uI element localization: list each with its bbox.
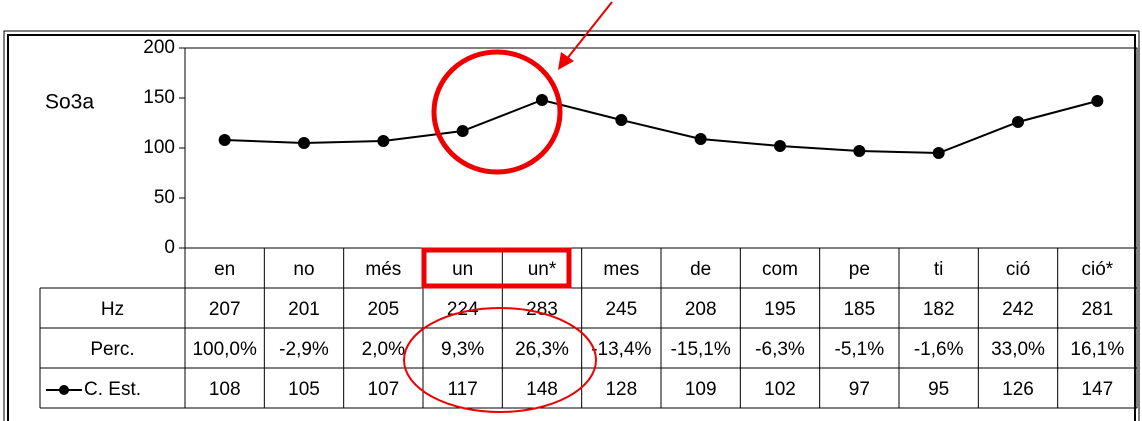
- arrow: [565, 1, 613, 61]
- table-cell: 95: [928, 379, 949, 400]
- y-tick-label: 100: [143, 137, 175, 158]
- row-header: Perc.: [90, 339, 134, 360]
- table-cell: -1,6%: [914, 339, 964, 360]
- y-axis-label: So3a: [45, 91, 94, 114]
- y-tick-label: 0: [164, 237, 175, 258]
- point: [694, 133, 707, 145]
- table-cell: 201: [288, 299, 320, 320]
- table-cell: 128: [605, 379, 637, 400]
- x-tick-label: com: [762, 259, 798, 280]
- point: [1091, 95, 1104, 107]
- x-tick-label: mes: [603, 259, 639, 280]
- x-tick-label: un*: [528, 259, 557, 280]
- point: [932, 147, 945, 159]
- plot-area: [184, 47, 1138, 249]
- table-cell: 245: [605, 299, 637, 320]
- table-cell: 208: [685, 299, 717, 320]
- table-cell: 109: [685, 379, 717, 400]
- point: [615, 114, 628, 126]
- table-cell: 108: [209, 379, 241, 400]
- x-tick-label: ti: [934, 259, 944, 280]
- table-cell: -15,1%: [671, 339, 731, 360]
- table-cell: 126: [1002, 379, 1034, 400]
- table-cell: 16,1%: [1070, 339, 1124, 360]
- highlight-ellipse: [403, 307, 597, 413]
- table-cell: 117: [448, 379, 478, 400]
- y-tick-label: 200: [143, 37, 175, 58]
- frame-inner: [7, 34, 1136, 421]
- table-cell: 207: [209, 299, 241, 320]
- table-cell: 147: [1081, 379, 1113, 400]
- table-cell: 205: [367, 299, 399, 320]
- table-cell: 182: [923, 299, 955, 320]
- x-tick-label: de: [690, 259, 711, 280]
- table-cell: 185: [843, 299, 875, 320]
- table-cell: 33,0%: [991, 339, 1045, 360]
- point: [1012, 116, 1024, 128]
- table-cell: 242: [1002, 299, 1034, 320]
- point: [774, 140, 786, 152]
- point: [298, 137, 310, 149]
- highlight-box: [421, 247, 572, 289]
- line: [224, 98, 1098, 155]
- table-cell: -6,3%: [755, 339, 805, 360]
- table-cell: -2,9%: [279, 339, 329, 360]
- table-cell: 148: [526, 379, 558, 400]
- x-tick-label: pe: [849, 259, 870, 280]
- x-tick-label: ció*: [1081, 259, 1113, 280]
- legend-marker: [59, 385, 69, 395]
- x-tick-label: ció: [1006, 259, 1030, 280]
- x-tick-label: en: [214, 259, 235, 280]
- frame-outer: [3, 30, 1140, 421]
- arrow-head: [558, 52, 574, 70]
- legend-label: C. Est.: [84, 379, 141, 400]
- table-cell: 9,3%: [441, 339, 484, 360]
- x-tick-label: no: [293, 259, 314, 280]
- point: [377, 135, 390, 147]
- table-cell: 107: [367, 379, 399, 400]
- table-cell: -5,1%: [835, 339, 885, 360]
- x-tick-label: més: [365, 259, 401, 280]
- table-cell: 105: [288, 379, 320, 400]
- row-header: Hz: [101, 299, 124, 320]
- point: [218, 134, 231, 146]
- x-tick-label: un: [452, 259, 473, 280]
- y-tick-label: 50: [154, 187, 175, 208]
- table-cell: 102: [764, 379, 796, 400]
- table-cell: 97: [849, 379, 870, 400]
- table-cell: 100,0%: [192, 339, 257, 360]
- table-cell: 281: [1081, 299, 1113, 320]
- point: [853, 145, 866, 157]
- highlight-circle: [431, 49, 563, 175]
- table-cell: -13,4%: [591, 339, 651, 360]
- point: [456, 125, 469, 137]
- point: [536, 94, 548, 106]
- y-tick-label: 150: [143, 87, 175, 108]
- table-cell: 2,0%: [362, 339, 405, 360]
- table-cell: 26,3%: [515, 339, 569, 360]
- table-cell: 195: [764, 299, 796, 320]
